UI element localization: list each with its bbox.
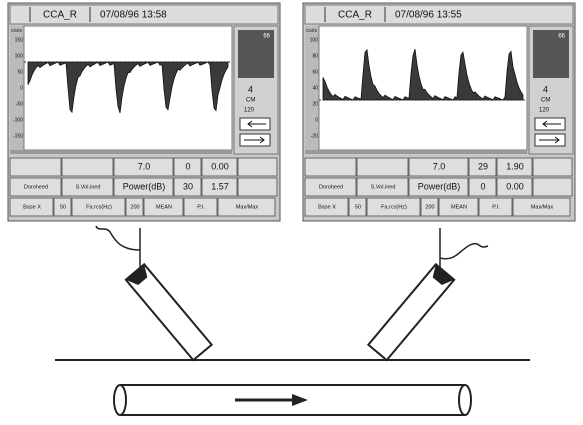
axis-tick-label: 50 [17, 69, 23, 75]
table-text: 1.90 [506, 161, 524, 171]
datetime: 07/08/96 13:58 [100, 10, 167, 21]
axis-tick-label: -50 [16, 101, 23, 107]
probe-label: CCA_R [43, 10, 77, 21]
table-text: Max/Max [531, 204, 554, 210]
axis-tick-label: 0 [20, 85, 23, 91]
table-text: Base X [23, 204, 41, 210]
table-text: 200 [425, 204, 434, 210]
axis-tick-label: 20 [312, 101, 318, 107]
spectrum-area [24, 26, 232, 150]
monitor-screen: CCA_R 07/08/96 13:58 CM/S 150 100 50 0 -50 -100 -… [8, 3, 280, 221]
probe-left [96, 226, 212, 360]
table-cell [533, 178, 572, 196]
axis-tick-label: -150 [13, 133, 23, 139]
table-text: 50 [60, 204, 66, 210]
table-text: 50 [355, 204, 361, 210]
probe-right [368, 228, 488, 360]
table-cell [238, 158, 277, 176]
table-text: S.Vol.ined [371, 184, 396, 190]
table-text: 1.57 [211, 181, 229, 191]
table-text: 0.00 [506, 181, 524, 191]
depth-unit: CM [541, 98, 550, 104]
table-text: 7.0 [433, 161, 446, 171]
table-text: P.I. [197, 204, 205, 210]
table-text: 29 [478, 161, 488, 171]
depth-unit: CM [246, 98, 255, 104]
axis-tick-label: 100 [15, 53, 24, 59]
table-text: 200 [130, 204, 139, 210]
axis-unit: CM/S [11, 28, 22, 33]
table-cell [305, 158, 356, 176]
probe-label: CCA_R [338, 10, 372, 21]
table-text: Fa.rcs(Hz) [86, 204, 112, 210]
axis-tick-label: 0 [315, 117, 318, 123]
gain-value: 66 [558, 34, 565, 40]
axis-tick-label: -100 [13, 117, 23, 123]
spectrum-area [319, 26, 527, 150]
axis-tick-label: 60 [312, 69, 318, 75]
table-text: P.I. [492, 204, 500, 210]
figure: CCA_R 07/08/96 13:58 CM/S 150 100 50 0 -50 -100 -… [0, 0, 583, 425]
scale-value: 120 [539, 108, 550, 114]
axis-tick-label: -20 [311, 133, 318, 139]
depth-value: 4 [248, 84, 253, 94]
axis-tick-label: 100 [310, 37, 319, 43]
table-text: Doroheed [319, 184, 343, 190]
table-text: 0 [480, 181, 485, 191]
table-text: S.Vol.ined [76, 184, 101, 190]
table-text: Fa.rcs(Hz) [381, 204, 407, 210]
table-cell [533, 158, 572, 176]
table-text: 0.00 [211, 161, 229, 171]
table-text: Max/Max [236, 204, 259, 210]
axis-tick-label: 80 [312, 53, 318, 59]
axis-foot [305, 150, 527, 154]
axis-tick-label: 40 [312, 85, 318, 91]
table-cell [238, 178, 277, 196]
table-text: 30 [183, 181, 193, 191]
table-text: MEAN [156, 204, 172, 210]
vessel [114, 385, 471, 415]
table-text: Doroheed [24, 184, 48, 190]
datetime: 07/08/96 13:55 [395, 10, 462, 21]
table-cell [357, 158, 408, 176]
table-cell [62, 158, 113, 176]
table-text: Power(dB) [418, 181, 461, 191]
gain-value: 66 [263, 34, 270, 40]
table-cell [10, 158, 61, 176]
depth-value: 4 [543, 84, 548, 94]
axis-tick-label: 150 [15, 37, 24, 43]
axis-foot [10, 150, 232, 154]
table-text: 7.0 [138, 161, 151, 171]
table-text: Power(dB) [123, 181, 166, 191]
table-text: MEAN [451, 204, 467, 210]
table-text: 0 [185, 161, 190, 171]
scale-value: 120 [244, 108, 255, 114]
table-text: Base X [318, 204, 336, 210]
axis-unit: CM/S [306, 28, 317, 33]
